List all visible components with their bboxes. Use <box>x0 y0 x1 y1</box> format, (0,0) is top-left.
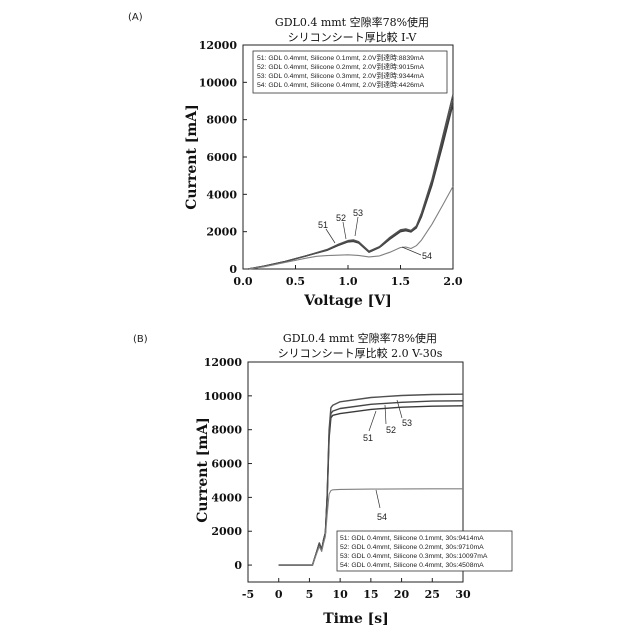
series-callout: 51 <box>363 433 373 443</box>
series-callout: 52 <box>336 213 346 223</box>
chart-title-line2: シリコンシート厚比較 2.0 V-30s <box>278 346 443 360</box>
legend-entry: 54: GDL 0.4mmt, Silicone 0.4mmt, 30s:450… <box>340 562 484 569</box>
x-axis-label: Time [s] <box>323 611 388 627</box>
x-axis-label: Voltage [V] <box>303 293 391 309</box>
y-tick-label: 0 <box>234 559 242 572</box>
series-callout: 53 <box>353 208 363 218</box>
chart-title-line1: GDL0.4 mmt 空隙率78%使用 <box>283 331 437 345</box>
y-tick-label: 10000 <box>204 390 243 403</box>
y-tick-label: 0 <box>229 263 237 276</box>
x-tick-label: 25 <box>425 588 440 601</box>
legend: 51: GDL 0.4mmt, Silicone 0.1mmt, 2.0V到達時… <box>253 51 447 93</box>
x-tick-label: 15 <box>363 588 378 601</box>
x-tick-label: 30 <box>455 588 471 601</box>
series-callouts: 51 52 53 54 <box>318 208 432 261</box>
legend-entry: 53: GDL 0.4mmt, Silicone 0.3mmt, 30s:100… <box>340 553 488 560</box>
y-tick-label: 2000 <box>211 525 242 538</box>
legend: 51: GDL 0.4mmt, Silicone 0.1mmt, 30s:941… <box>337 531 512 571</box>
chart-title-line2: シリコンシート厚比較 I-V <box>288 30 418 44</box>
legend-entry: 54: GDL 0.4mmt, Silicone 0.4mmt, 2.0V到達時… <box>257 80 425 89</box>
y-tick-label: 4000 <box>211 491 242 504</box>
legend-entry: 52: GDL 0.4mmt, Silicone 0.2mmt, 2.0V到達時… <box>257 62 425 71</box>
y-tick-label: 6000 <box>211 458 242 471</box>
y-tick-label: 10000 <box>199 76 238 89</box>
legend-entry: 51: GDL 0.4mmt, Silicone 0.1mmt, 30s:941… <box>340 535 484 542</box>
x-tick-label: 0 <box>275 588 283 601</box>
x-tick-label: 0.5 <box>286 275 305 288</box>
x-tick-label: 1.5 <box>391 275 410 288</box>
chart-title-line1: GDL0.4 mmt 空隙率78%使用 <box>275 15 429 29</box>
series-callout: 53 <box>402 418 412 428</box>
series-line-51 <box>248 104 453 269</box>
chart-panel-a: (A) GDL0.4 mmt 空隙率78%使用 シリコンシート厚比較 I-V 0… <box>128 12 463 309</box>
callout-leader <box>326 229 335 243</box>
panel-label: (A) <box>128 12 143 23</box>
y-axis-label: Current [mA] <box>195 417 211 522</box>
x-tick-labels: -5 0 5 10 15 20 25 30 <box>242 578 471 601</box>
y-axis-label: Current [mA] <box>184 104 200 209</box>
x-tick-label: 10 <box>332 588 348 601</box>
legend-entry: 51: GDL 0.4mmt, Silicone 0.1mmt, 2.0V到達時… <box>257 53 425 62</box>
series-line-52 <box>248 101 453 269</box>
x-tick-label: 0.0 <box>233 275 252 288</box>
y-tick-label: 2000 <box>206 226 237 239</box>
y-tick-label: 12000 <box>199 39 238 52</box>
series-line-53 <box>248 95 453 269</box>
series-callout: 54 <box>422 251 432 261</box>
callout-leader <box>343 222 346 239</box>
y-tick-label: 12000 <box>204 356 243 369</box>
x-tick-label: 20 <box>394 588 410 601</box>
callout-leader <box>369 411 376 431</box>
x-tick-label: 5 <box>306 588 314 601</box>
legend-entry: 52: GDL 0.4mmt, Silicone 0.2mmt, 30s:971… <box>340 544 484 551</box>
x-tick-labels: 0.0 0.5 1.0 1.5 2.0 <box>233 265 462 288</box>
y-tick-label: 8000 <box>206 114 237 127</box>
callout-leader <box>355 217 358 236</box>
y-tick-labels: 0 2000 4000 6000 8000 10000 12000 <box>199 39 247 276</box>
series-callouts: 51 52 53 54 <box>363 400 412 522</box>
series-callout: 52 <box>386 425 396 435</box>
series-callout: 54 <box>377 512 387 522</box>
panel-label: (B) <box>133 334 148 345</box>
series-callout: 51 <box>318 220 328 230</box>
callout-leader <box>376 490 380 508</box>
y-tick-label: 4000 <box>206 188 237 201</box>
x-tick-label: -5 <box>242 588 254 601</box>
y-tick-label: 6000 <box>206 151 237 164</box>
x-tick-label: 2.0 <box>443 275 462 288</box>
x-tick-label: 1.0 <box>338 275 357 288</box>
y-tick-label: 8000 <box>211 424 242 437</box>
chart-panel-b: (B) GDL0.4 mmt 空隙率78%使用 シリコンシート厚比較 2.0 V… <box>133 331 512 627</box>
legend-entry: 53: GDL 0.4mmt, Silicone 0.3mmt, 2.0V到達時… <box>257 71 425 80</box>
data-marks <box>248 95 453 269</box>
